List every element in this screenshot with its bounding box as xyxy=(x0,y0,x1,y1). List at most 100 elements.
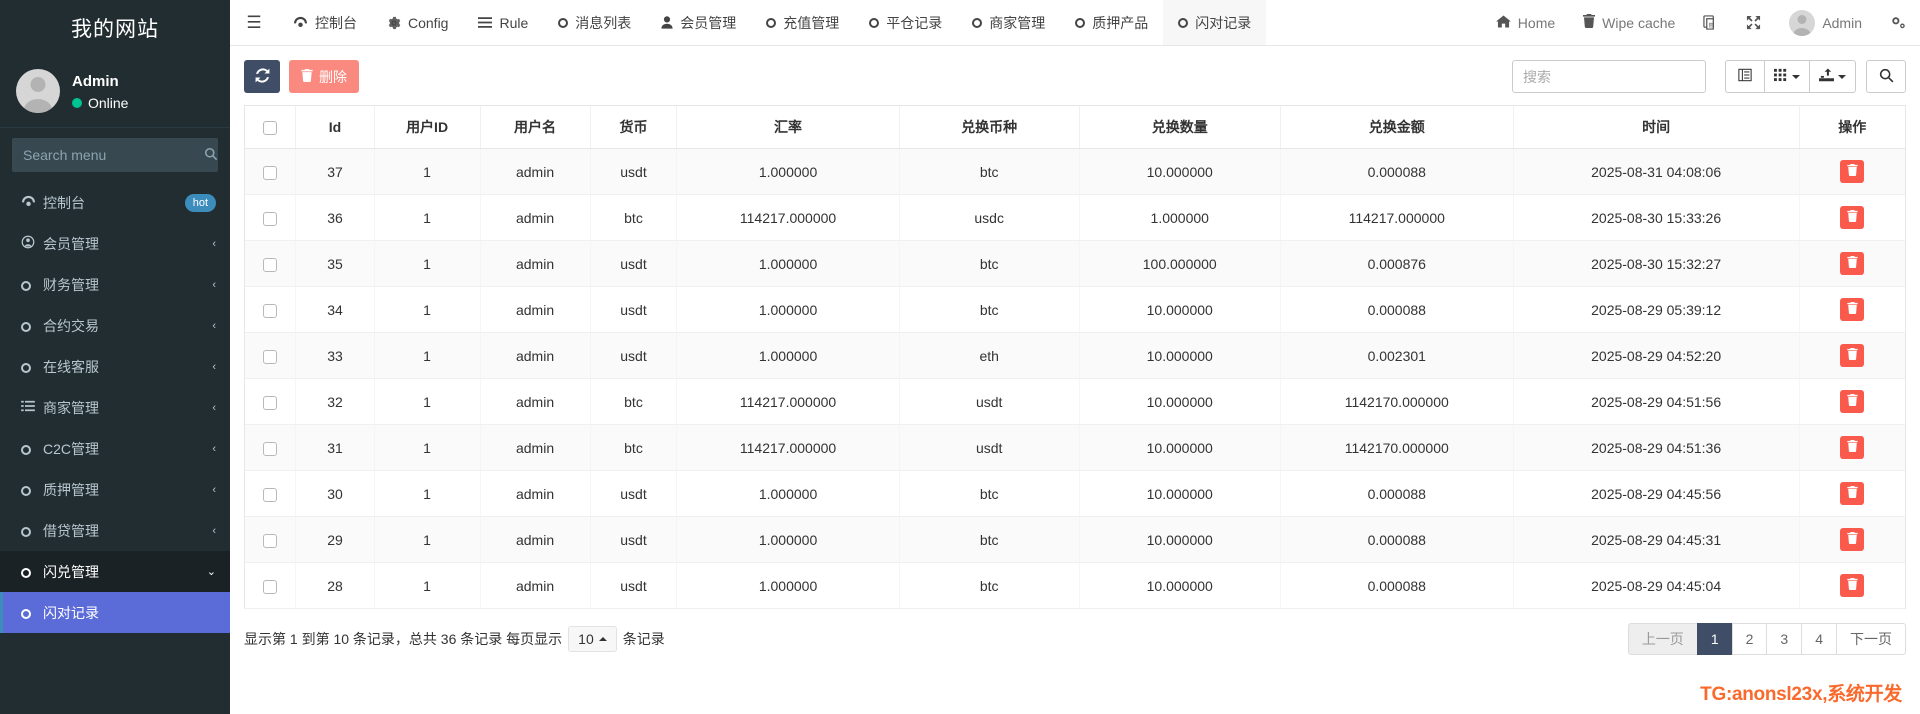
row-checkbox[interactable] xyxy=(263,165,278,180)
sidebar-user-panel[interactable]: Admin Online xyxy=(0,55,230,128)
search-submit-button[interactable] xyxy=(1866,60,1906,93)
row-delete-button[interactable] xyxy=(1840,482,1865,505)
tab-商家管理[interactable]: 商家管理 xyxy=(957,0,1060,45)
fullscreen-icon[interactable] xyxy=(1732,0,1775,45)
row-delete-button[interactable] xyxy=(1840,160,1865,183)
tab-闪对记录[interactable]: 闪对记录 xyxy=(1163,0,1267,45)
search-icon[interactable] xyxy=(204,147,218,164)
sidebar-item-在线客服[interactable]: 在线客服 ‹ xyxy=(0,346,230,387)
row-delete-button[interactable] xyxy=(1840,528,1865,551)
row-checkbox[interactable] xyxy=(263,395,278,410)
th-currency[interactable]: 货币 xyxy=(590,106,678,149)
page-3-button[interactable]: 3 xyxy=(1766,623,1803,655)
row-delete-button[interactable] xyxy=(1840,206,1865,229)
gears-icon[interactable] xyxy=(1876,0,1920,45)
th-amount[interactable]: 兑换数量 xyxy=(1079,106,1281,149)
table-row[interactable]: 32 1 admin btc 114217.000000 usdt 10.000000 114… xyxy=(245,378,1905,425)
table-row[interactable]: 33 1 admin usdt 1.000000 eth 10.000000 0.002301… xyxy=(245,332,1905,379)
page-size-select[interactable]: 10 xyxy=(568,626,617,652)
row-delete-button[interactable] xyxy=(1840,436,1865,459)
page-1-button[interactable]: 1 xyxy=(1696,623,1733,655)
th-to-currency[interactable]: 兑换币种 xyxy=(899,106,1080,149)
row-checkbox[interactable] xyxy=(263,579,278,594)
sidebar-item-闪对记录[interactable]: 闪对记录 xyxy=(0,592,230,633)
th-time[interactable]: 时间 xyxy=(1513,106,1800,149)
row-delete-button[interactable] xyxy=(1840,344,1865,367)
row-checkbox[interactable] xyxy=(263,487,278,502)
table-row[interactable]: 37 1 admin usdt 1.000000 btc 10.000000 0.000088… xyxy=(245,148,1905,195)
table-row[interactable]: 31 1 admin btc 114217.000000 usdt 10.000000 114… xyxy=(245,424,1905,471)
sidebar-item-合约交易[interactable]: 合约交易 ‹ xyxy=(0,305,230,346)
table-row[interactable]: 28 1 admin usdt 1.000000 btc 10.000000 0.000088… xyxy=(245,562,1905,609)
cell-amount: 10.000000 xyxy=(1079,378,1281,425)
row-delete-button[interactable] xyxy=(1840,574,1865,597)
search-box[interactable] xyxy=(12,138,218,172)
row-delete-button[interactable] xyxy=(1840,252,1865,275)
sidebar-item-商家管理[interactable]: 商家管理 ‹ xyxy=(0,387,230,428)
th-rate[interactable]: 汇率 xyxy=(676,106,900,149)
refresh-button[interactable] xyxy=(244,60,280,93)
tab-质押产品[interactable]: 质押产品 xyxy=(1060,0,1163,45)
tab-控制台[interactable]: 控制台 xyxy=(278,0,372,45)
menu-toggle-icon[interactable]: ☰ xyxy=(246,12,262,32)
th-value[interactable]: 兑换金额 xyxy=(1280,106,1514,149)
page-next-button[interactable]: 下一页 xyxy=(1836,623,1906,655)
table-row[interactable]: 36 1 admin btc 114217.000000 usdc 1.000000 1142… xyxy=(245,194,1905,241)
copy-icon[interactable]: ▤ xyxy=(1689,0,1732,45)
sidebar-item-质押管理[interactable]: 质押管理 ‹ xyxy=(0,469,230,510)
row-checkbox[interactable] xyxy=(263,257,278,272)
select-all-checkbox[interactable] xyxy=(263,121,278,136)
columns-button[interactable] xyxy=(1765,60,1810,93)
search-menu-input[interactable] xyxy=(23,147,204,163)
wipe-cache-button[interactable]: Wipe cache xyxy=(1569,0,1689,45)
row-select-cell xyxy=(245,286,297,333)
page-4-button[interactable]: 4 xyxy=(1801,623,1837,655)
sidebar-item-闪兑管理[interactable]: 闪兑管理 ⌄ xyxy=(0,551,230,592)
sidebar-item-c2c管理[interactable]: C2C管理 ‹ xyxy=(0,428,230,469)
cell-time: 2025-08-29 04:51:36 xyxy=(1513,424,1800,471)
row-delete-button[interactable] xyxy=(1840,390,1865,413)
cell-id: 31 xyxy=(295,424,375,471)
page-prev-button[interactable]: 上一页 xyxy=(1627,623,1698,655)
tab-平仓记录[interactable]: 平仓记录 xyxy=(854,0,957,45)
tab-config[interactable]: Config xyxy=(372,0,463,45)
table-row[interactable]: 34 1 admin usdt 1.000000 btc 10.000000 0.000088… xyxy=(245,286,1905,333)
sidebar-item-财务管理[interactable]: 财务管理 ‹ xyxy=(0,264,230,305)
cell-to_currency: usdt xyxy=(899,378,1080,425)
row-checkbox[interactable] xyxy=(263,533,278,548)
table-row[interactable]: 30 1 admin usdt 1.000000 btc 10.000000 0.000088… xyxy=(245,470,1905,517)
tab-会员管理[interactable]: 会员管理 xyxy=(646,0,751,45)
th-user-name[interactable]: 用户名 xyxy=(480,106,591,149)
search-input[interactable] xyxy=(1512,60,1706,93)
tab-label: 商家管理 xyxy=(989,14,1046,31)
sidebar-item-控制台[interactable]: 控制台 hot xyxy=(0,182,230,223)
tab-充值管理[interactable]: 充值管理 xyxy=(751,0,854,45)
home-button[interactable]: Home xyxy=(1482,0,1569,45)
row-checkbox[interactable] xyxy=(263,303,278,318)
tab-rule[interactable]: Rule xyxy=(463,0,543,45)
row-checkbox[interactable] xyxy=(263,211,278,226)
row-checkbox[interactable] xyxy=(263,349,278,364)
cell-value: 0.000088 xyxy=(1280,516,1514,563)
card-view-button[interactable] xyxy=(1725,60,1765,93)
trash-icon xyxy=(1847,302,1858,317)
trash-icon xyxy=(1847,348,1858,363)
chevron-left-icon: ‹ xyxy=(212,401,216,414)
table-row[interactable]: 29 1 admin usdt 1.000000 btc 10.000000 0.000088… xyxy=(245,516,1905,563)
circle-icon xyxy=(1178,17,1189,28)
th-user-id[interactable]: 用户ID xyxy=(374,106,481,149)
row-checkbox[interactable] xyxy=(263,441,278,456)
page-2-button[interactable]: 2 xyxy=(1731,623,1768,655)
table-row[interactable]: 35 1 admin usdt 1.000000 btc 100.000000 0.00087… xyxy=(245,240,1905,287)
cell-operation xyxy=(1799,424,1905,471)
export-button[interactable] xyxy=(1810,60,1856,93)
sidebar-item-会员管理[interactable]: 会员管理 ‹ xyxy=(0,223,230,264)
th-id[interactable]: Id xyxy=(295,106,375,149)
row-delete-button[interactable] xyxy=(1840,298,1865,321)
user-menu[interactable]: Admin xyxy=(1775,0,1876,45)
cell-id: 29 xyxy=(295,516,375,563)
tab-消息列表[interactable]: 消息列表 xyxy=(543,0,646,45)
sidebar-item-label: 商家管理 xyxy=(43,399,99,416)
delete-button[interactable]: 删除 xyxy=(289,60,359,93)
sidebar-item-借贷管理[interactable]: 借贷管理 ‹ xyxy=(0,510,230,551)
